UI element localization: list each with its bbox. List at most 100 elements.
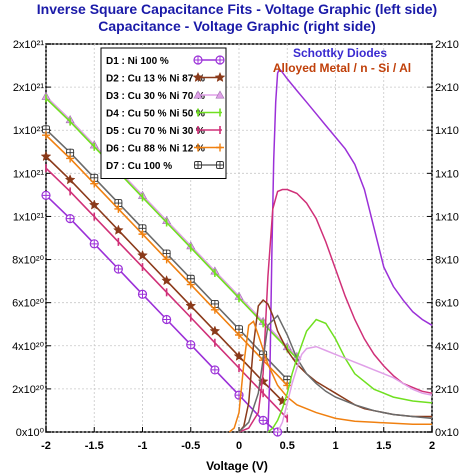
legend-swatch-marker [215, 90, 225, 99]
left-tick-label: 0x10⁰ [16, 427, 45, 439]
fit-point-D2 [112, 224, 124, 235]
legend-swatch-marker [193, 55, 203, 65]
legend-swatch-marker [216, 143, 224, 152]
fit-series-D1 [41, 190, 283, 437]
left-tick-label: 8x10²⁰ [12, 255, 45, 267]
fit-point-D7 [42, 125, 50, 134]
x-tick-label: -2 [41, 440, 51, 452]
legend-swatch-marker [215, 55, 225, 65]
x-axis-ticks: -2 -1.5 -1 -0.5 0 0.5 1 1.5 2 [41, 427, 435, 452]
x-tick-label: 2 [429, 440, 435, 452]
right-tick-label: 1x10 [435, 211, 459, 223]
legend-label: D3 : Cu 30 % Ni 70 % [106, 91, 205, 102]
legend-label: D1 : Ni 100 % [106, 56, 169, 67]
chart-title-line2: Capacitance - Voltage Graphic (right sid… [98, 18, 376, 34]
x-tick-label: 0 [236, 440, 242, 452]
fit-point-D6 [162, 255, 171, 264]
fit-point-D2 [161, 275, 173, 286]
x-tick-label: -0.5 [181, 440, 200, 452]
left-axis-ticks: 0x10⁰ 2x10²⁰ 4x10²⁰ 6x10²⁰ 8x10²⁰ 1x10²¹ 1x10²… [12, 39, 51, 439]
capacitance-curve-D3 [276, 345, 433, 433]
fit-point-D2 [40, 150, 52, 162]
legend: D1 : Ni 100 % D2 : Cu 13 % Ni 87 % D3 : Cu… [100, 47, 227, 179]
fit-point-D2 [233, 350, 245, 361]
fit-point-D6 [90, 179, 99, 188]
fit-point-D6 [114, 204, 123, 213]
x-tick-label: -1.5 [85, 440, 104, 452]
legend-label: D5 : Cu 70 % Ni 30 % [106, 126, 205, 137]
fit-point-D6 [42, 131, 50, 140]
capacitance-curve-D6 [228, 320, 432, 433]
right-tick-label: 2x10 [435, 39, 459, 51]
x-tick-label: 0.5 [280, 440, 295, 452]
right-tick-label: 6x10 [435, 298, 459, 310]
left-tick-label: 1x10²¹ [13, 211, 45, 223]
fit-point-D6 [66, 154, 75, 163]
fit-point-D6 [138, 230, 147, 239]
right-tick-label: 4x10 [435, 341, 459, 353]
legend-item-D3: D3 : Cu 30 % Ni 70 % [106, 90, 225, 102]
annotation-alloyed: Alloyed Metal / n - Si / Al [273, 61, 411, 75]
legend-item-D2: D2 : Cu 13 % Ni 87 % [106, 71, 226, 85]
legend-label: D4 : Cu 50 % Ni 50 % [106, 109, 205, 120]
right-tick-label: 0x10 [435, 427, 459, 439]
fit-point-D2 [64, 174, 76, 185]
legend-item-D7: D7 : Cu 100 % [106, 161, 224, 172]
annotation-schottky: Schottky Diodes [293, 46, 387, 60]
fit-point-D1 [210, 365, 220, 375]
legend-item-D1: D1 : Ni 100 % [106, 55, 225, 67]
left-tick-label: 6x10²⁰ [12, 298, 45, 310]
left-tick-label: 4x10²⁰ [12, 341, 45, 353]
legend-swatch-marker [193, 90, 203, 99]
left-tick-label: 2x10²¹ [13, 39, 45, 51]
legend-label: D2 : Cu 13 % Ni 87 % [106, 74, 205, 85]
fit-point-D1 [65, 214, 75, 224]
left-tick-label: 1x10²¹ [13, 168, 45, 180]
legend-swatch-marker [216, 161, 224, 169]
fit-point-D6 [186, 280, 195, 289]
fit-point-D7 [210, 299, 219, 308]
legend-item-D6: D6 : Cu 88 % Ni 12 % [106, 143, 224, 155]
fit-series-D5 [45, 164, 289, 423]
chart-title-line1: Inverse Square Capacitance Fits - Voltag… [36, 1, 438, 17]
left-tick-label: 2x10²¹ [13, 82, 45, 94]
x-tick-label: -1 [138, 440, 148, 452]
fit-point-D1 [162, 314, 172, 325]
legend-swatch-marker [192, 71, 204, 83]
fit-point-D1 [258, 415, 268, 425]
fit-point-D1 [41, 190, 51, 200]
fit-point-D2 [88, 199, 100, 210]
right-tick-label: 8x10 [435, 255, 459, 267]
legend-item-D5: D5 : Cu 70 % Ni 30 % [106, 126, 222, 137]
legend-label: D7 : Cu 100 % [106, 161, 172, 172]
legend-label: D6 : Cu 88 % Ni 12 % [106, 144, 205, 155]
capacitance-curve-D5 [238, 188, 433, 433]
fit-series-D2 [40, 150, 288, 406]
legend-swatch-marker [214, 71, 226, 83]
capacitance-curve-D7 [238, 314, 433, 433]
legend-swatch-marker [194, 143, 202, 152]
legend-swatch-marker [194, 161, 202, 169]
right-tick-label: 2x10 [435, 384, 459, 396]
right-axis-ticks: 2x10 2x10 1x10 1x10 1x10 8x10 6x10 4x10 2x10 0x10 [427, 39, 459, 439]
fit-point-D2 [209, 325, 221, 336]
right-tick-label: 2x10 [435, 82, 459, 94]
legend-item-D4: D4 : Cu 50 % Ni 50 % [106, 108, 222, 120]
x-axis-label: Voltage (V) [206, 459, 268, 473]
fit-point-D6 [235, 331, 243, 339]
fit-point-D1 [186, 340, 196, 350]
left-tick-label: 2x10²⁰ [12, 384, 45, 396]
right-tick-label: 1x10 [435, 168, 459, 180]
right-tick-label: 1x10 [435, 125, 459, 137]
fit-point-D1 [137, 289, 148, 299]
fit-point-D6 [210, 305, 219, 314]
fit-point-D1 [273, 427, 283, 437]
capacitance-curve-D1 [267, 67, 433, 433]
fit-point-D1 [89, 239, 99, 249]
fit-point-D2 [137, 249, 148, 261]
x-tick-label: 1.5 [376, 440, 391, 452]
fit-point-D1 [113, 264, 123, 274]
capacitance-curve-series [228, 67, 433, 433]
fit-point-D7 [162, 249, 171, 258]
